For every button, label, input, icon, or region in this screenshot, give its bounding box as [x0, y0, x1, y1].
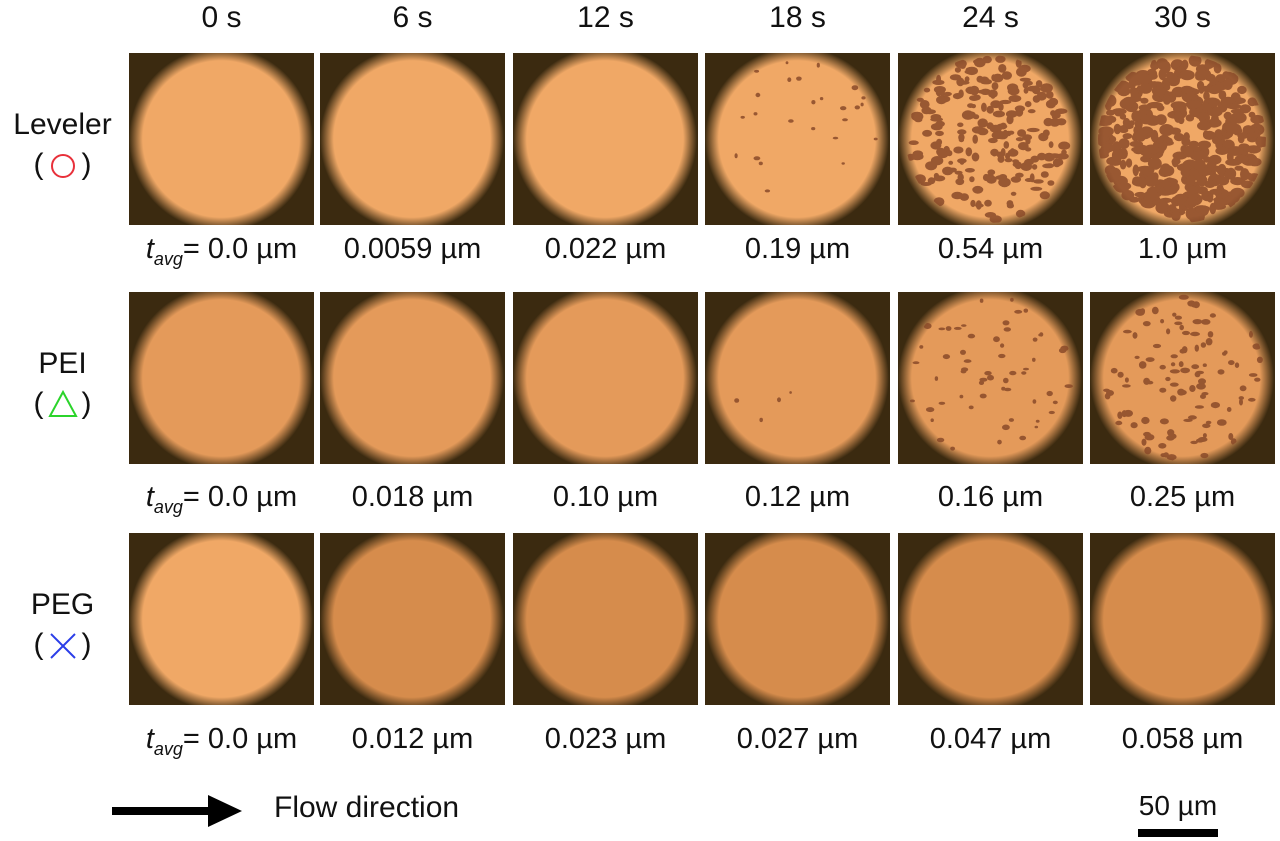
- thickness-value: 0.10 µm: [508, 480, 703, 514]
- thickness-value: 0.022 µm: [508, 232, 703, 266]
- thickness-text: 1.0 µm: [1137, 233, 1228, 265]
- flow-direction-label: Flow direction: [274, 791, 460, 824]
- micrograph-tile: [705, 533, 890, 705]
- micrograph-tile: [129, 53, 314, 225]
- thickness-value: 1.0 µm: [1085, 232, 1280, 266]
- thickness-text: 0.023 µm: [544, 723, 667, 755]
- thickness-value: 0.25 µm: [1085, 480, 1280, 514]
- thickness-text: 0.10 µm: [552, 481, 659, 513]
- micrograph-tile: [1090, 53, 1275, 225]
- time-label: 24 s: [962, 1, 1019, 34]
- thickness-text: 0.25 µm: [1129, 481, 1236, 513]
- micrograph-tile: [898, 533, 1083, 705]
- tavg-subscript: avg: [153, 496, 183, 517]
- micrograph-tile: [898, 53, 1083, 225]
- thickness-value: 0.54 µm: [893, 232, 1088, 266]
- thickness-value: tavg= 0.0 µm: [124, 480, 319, 524]
- thickness-value: 0.018 µm: [315, 480, 510, 514]
- micrograph-tile: [129, 292, 314, 464]
- thickness-value: 0.027 µm: [700, 722, 895, 756]
- thickness-text: 0.047 µm: [929, 723, 1052, 755]
- thickness-value: 0.047 µm: [893, 722, 1088, 756]
- thickness-text: 0.16 µm: [937, 481, 1044, 513]
- row-symbol: (): [33, 628, 92, 661]
- row-name: PEG: [30, 588, 95, 621]
- thickness-value: tavg= 0.0 µm: [124, 722, 319, 766]
- scale-bar: [1138, 829, 1218, 837]
- scale-label: 50 µm: [1138, 790, 1218, 821]
- circle-icon: [50, 154, 75, 178]
- thickness-text: = 0.0 µm: [182, 723, 298, 755]
- row-symbol: (): [33, 148, 92, 181]
- micrograph-tile: [513, 292, 698, 464]
- time-label: 18 s: [769, 1, 826, 34]
- row-name: Leveler: [13, 108, 112, 141]
- thickness-value: 0.19 µm: [700, 232, 895, 266]
- time-label: 12 s: [577, 1, 634, 34]
- row-name: PEI: [38, 347, 87, 380]
- micrograph-tile: [320, 292, 505, 464]
- thickness-value: 0.023 µm: [508, 722, 703, 756]
- micrograph-tile: [898, 292, 1083, 464]
- micrograph-tile: [320, 533, 505, 705]
- time-label: 0 s: [201, 1, 242, 34]
- micrograph-tile: [129, 533, 314, 705]
- time-label: 6 s: [392, 1, 433, 34]
- thickness-text: 0.12 µm: [744, 481, 851, 513]
- micrograph-tile: [1090, 533, 1275, 705]
- thickness-text: 0.058 µm: [1121, 723, 1244, 755]
- micrograph-tile: [1090, 292, 1275, 464]
- thickness-text: = 0.0 µm: [182, 233, 298, 265]
- flow-arrow-icon: [112, 795, 244, 832]
- thickness-value: 0.16 µm: [893, 480, 1088, 514]
- row-label: Leveler (): [0, 105, 125, 185]
- thickness-value: tavg= 0.0 µm: [124, 232, 319, 276]
- tavg-symbol: t: [145, 233, 154, 265]
- tavg-subscript: avg: [153, 248, 183, 269]
- row-symbol: (): [33, 387, 92, 420]
- cross-icon: [49, 633, 76, 659]
- thickness-text: 0.012 µm: [351, 723, 474, 755]
- micrograph-tile: [513, 533, 698, 705]
- micrograph-tile: [705, 53, 890, 225]
- thickness-text: = 0.0 µm: [182, 481, 298, 513]
- tavg-subscript: avg: [153, 738, 183, 759]
- row-label: PEG (): [0, 585, 125, 665]
- micrograph-tile: [513, 53, 698, 225]
- thickness-text: 0.19 µm: [744, 233, 851, 265]
- micrograph-tile: [320, 53, 505, 225]
- thickness-text: 0.018 µm: [351, 481, 474, 513]
- triangle-icon: [47, 389, 78, 417]
- thickness-text: 0.027 µm: [736, 723, 859, 755]
- thickness-value: 0.12 µm: [700, 480, 895, 514]
- tavg-symbol: t: [145, 481, 154, 513]
- thickness-value: 0.0059 µm: [315, 232, 510, 266]
- time-label: 30 s: [1154, 1, 1211, 34]
- thickness-text: 0.54 µm: [937, 233, 1044, 265]
- micrograph-tile: [705, 292, 890, 464]
- thickness-value: 0.058 µm: [1085, 722, 1280, 756]
- thickness-value: 0.012 µm: [315, 722, 510, 756]
- tavg-symbol: t: [145, 723, 154, 755]
- row-label: PEI (): [0, 344, 125, 424]
- thickness-text: 0.0059 µm: [343, 233, 482, 265]
- thickness-text: 0.022 µm: [544, 233, 667, 265]
